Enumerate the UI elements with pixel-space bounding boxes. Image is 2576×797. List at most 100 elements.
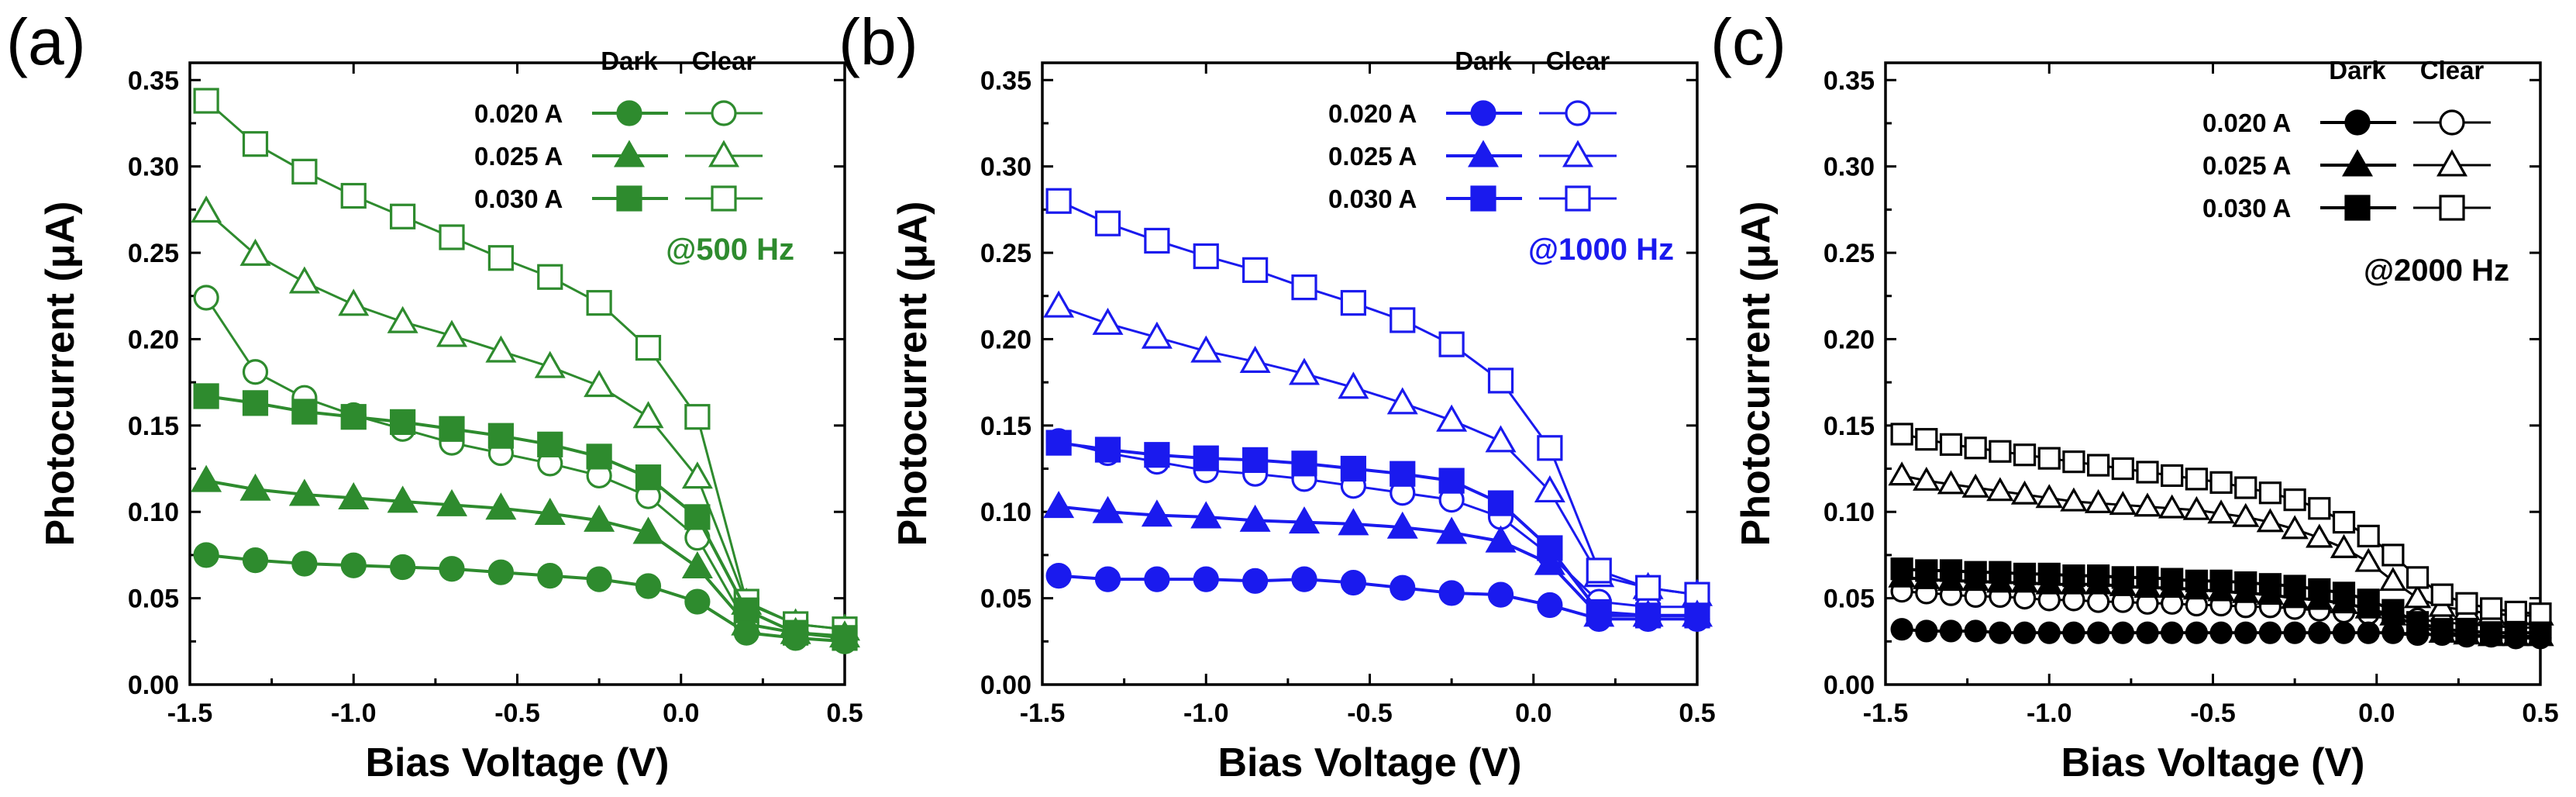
data-point: [2234, 621, 2257, 644]
data-point: [2111, 621, 2134, 644]
data-point: [586, 566, 612, 592]
data-point: [2357, 621, 2380, 644]
data-point: [242, 131, 269, 157]
data-point: [1635, 602, 1662, 629]
data-point: [1043, 491, 1075, 519]
y-tick-label: 0.35: [128, 66, 179, 95]
data-point: [1964, 561, 1987, 584]
data-point: [1340, 455, 1366, 482]
data-point: [2308, 578, 2331, 602]
legend-marker-dark: [2344, 195, 2371, 221]
legend-label: 0.020 A: [474, 99, 563, 128]
legend-marker-clear: [1565, 100, 1591, 126]
x-tick-label: 0.5: [826, 699, 863, 728]
chart-panel-c: (c) -1.5 -1.0 -0.5 0.0 0.5 0.00 0.05 0.10 0.15 0.2…: [1710, 5, 2559, 785]
data-point: [2232, 502, 2260, 527]
data-point: [1915, 559, 1938, 582]
data-point: [1939, 433, 1963, 456]
data-point: [1537, 435, 1563, 461]
x-tick-label: -1.5: [167, 699, 213, 728]
data-point: [1890, 423, 1913, 446]
data-point: [1338, 508, 1369, 536]
data-point: [1239, 345, 1271, 373]
series-0-030-a-clear: [1890, 423, 2552, 626]
legend: Dark Clear 0.020 A 0.025 A 0.030 A: [474, 47, 763, 213]
x-tick-label: -1.0: [1183, 699, 1229, 728]
x-tick-label: -0.5: [2190, 699, 2236, 728]
data-point: [2185, 569, 2208, 592]
data-point: [2283, 574, 2306, 598]
x-tick-label: -1.5: [1020, 699, 1066, 728]
data-point: [2136, 621, 2159, 644]
data-point: [439, 416, 465, 442]
data-point: [537, 264, 563, 290]
data-point: [1144, 566, 1170, 592]
y-tick-label: 0.15: [128, 412, 179, 441]
data-point: [1534, 547, 1565, 575]
data-point: [1386, 511, 1418, 539]
data-point: [632, 516, 664, 544]
data-point: [1190, 335, 1222, 363]
data-point: [2234, 476, 2257, 499]
legend-marker-clear: [1562, 140, 1594, 167]
data-point: [242, 359, 269, 385]
data-point: [1045, 563, 1072, 589]
data-point: [586, 290, 612, 316]
y-tick-label: 0.00: [1824, 671, 1875, 700]
data-point: [2084, 488, 2113, 513]
data-point: [2136, 566, 2159, 589]
data-point: [485, 335, 517, 363]
data-point: [1913, 466, 1941, 491]
data-point: [2381, 543, 2405, 567]
data-point: [2529, 621, 2552, 644]
data-point: [2381, 621, 2405, 644]
panel-letter: (c): [1710, 5, 1786, 78]
data-point: [288, 478, 320, 506]
data-point: [2161, 464, 2184, 488]
data-point: [1340, 569, 1366, 596]
data-point: [1242, 257, 1269, 283]
x-tick-label: -1.5: [1863, 699, 1909, 728]
data-point: [2087, 621, 2110, 644]
data-point: [1487, 581, 1514, 608]
data-point: [291, 398, 318, 425]
series-0-025-a-clear: [1888, 461, 2554, 626]
data-point: [291, 158, 318, 185]
data-point: [1043, 290, 1075, 318]
data-point: [684, 504, 711, 530]
y-tick-label: 0.15: [980, 412, 1031, 441]
data-point: [1915, 428, 1938, 451]
data-point: [2087, 564, 2110, 588]
data-point: [1390, 307, 1416, 333]
data-point: [1045, 430, 1072, 456]
data-point: [2308, 621, 2331, 644]
legend-marker-dark: [616, 100, 642, 126]
x-axis-title: Bias Voltage (V): [2061, 740, 2364, 785]
data-point: [436, 319, 468, 347]
legend-marker-clear: [2436, 149, 2468, 177]
data-point: [193, 542, 219, 568]
data-point: [1487, 490, 1514, 516]
data-point: [1144, 442, 1170, 468]
data-point: [2504, 621, 2527, 644]
series-0-030-a-dark: [1890, 557, 2552, 644]
x-tick-label: -1.0: [331, 699, 377, 728]
x-tick-label: 0.0: [1515, 699, 1551, 728]
data-point: [2234, 571, 2257, 595]
data-point: [2504, 600, 2527, 624]
data-point: [1684, 581, 1710, 608]
data-point: [2455, 592, 2478, 615]
data-point: [1937, 470, 1965, 495]
legend-marker-dark: [616, 185, 642, 212]
y-tick-label: 0.15: [1824, 412, 1875, 441]
data-point: [390, 554, 416, 581]
data-point: [288, 266, 320, 294]
data-point: [1288, 506, 1321, 534]
legend-label: 0.020 A: [2202, 109, 2291, 137]
data-point: [586, 443, 612, 470]
data-point: [1438, 468, 1465, 494]
data-point: [1190, 501, 1222, 529]
data-point: [1094, 436, 1121, 463]
data-point: [1586, 599, 1612, 626]
series-0-030-a-dark: [1045, 430, 1710, 629]
